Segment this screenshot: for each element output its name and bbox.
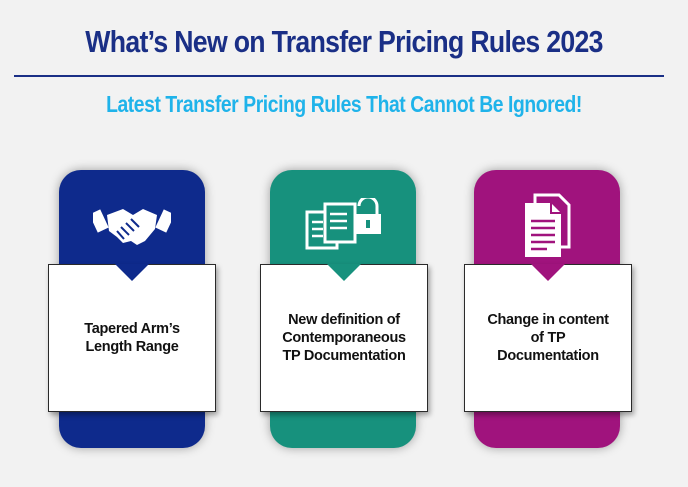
documents-lock-icon [270, 196, 416, 256]
card-label: New definition of Contemporaneous TP Doc… [282, 312, 406, 364]
page-title: What’s New on Transfer Pricing Rules 202… [85, 24, 603, 59]
page-subtitle: Latest Transfer Pricing Rules That Canno… [106, 91, 582, 117]
card-label: Tapered Arm’s Length Range [84, 321, 180, 355]
card-label-box: Tapered Arm’s Length Range [48, 264, 216, 412]
card-label-box: New definition of Contemporaneous TP Doc… [260, 264, 428, 412]
handshake-icon [59, 196, 205, 256]
title-divider [14, 75, 664, 77]
card-label: Change in content of TP Documentation [487, 312, 609, 364]
card-label-box: Change in content of TP Documentation [464, 264, 632, 412]
document-pages-icon [474, 193, 620, 257]
